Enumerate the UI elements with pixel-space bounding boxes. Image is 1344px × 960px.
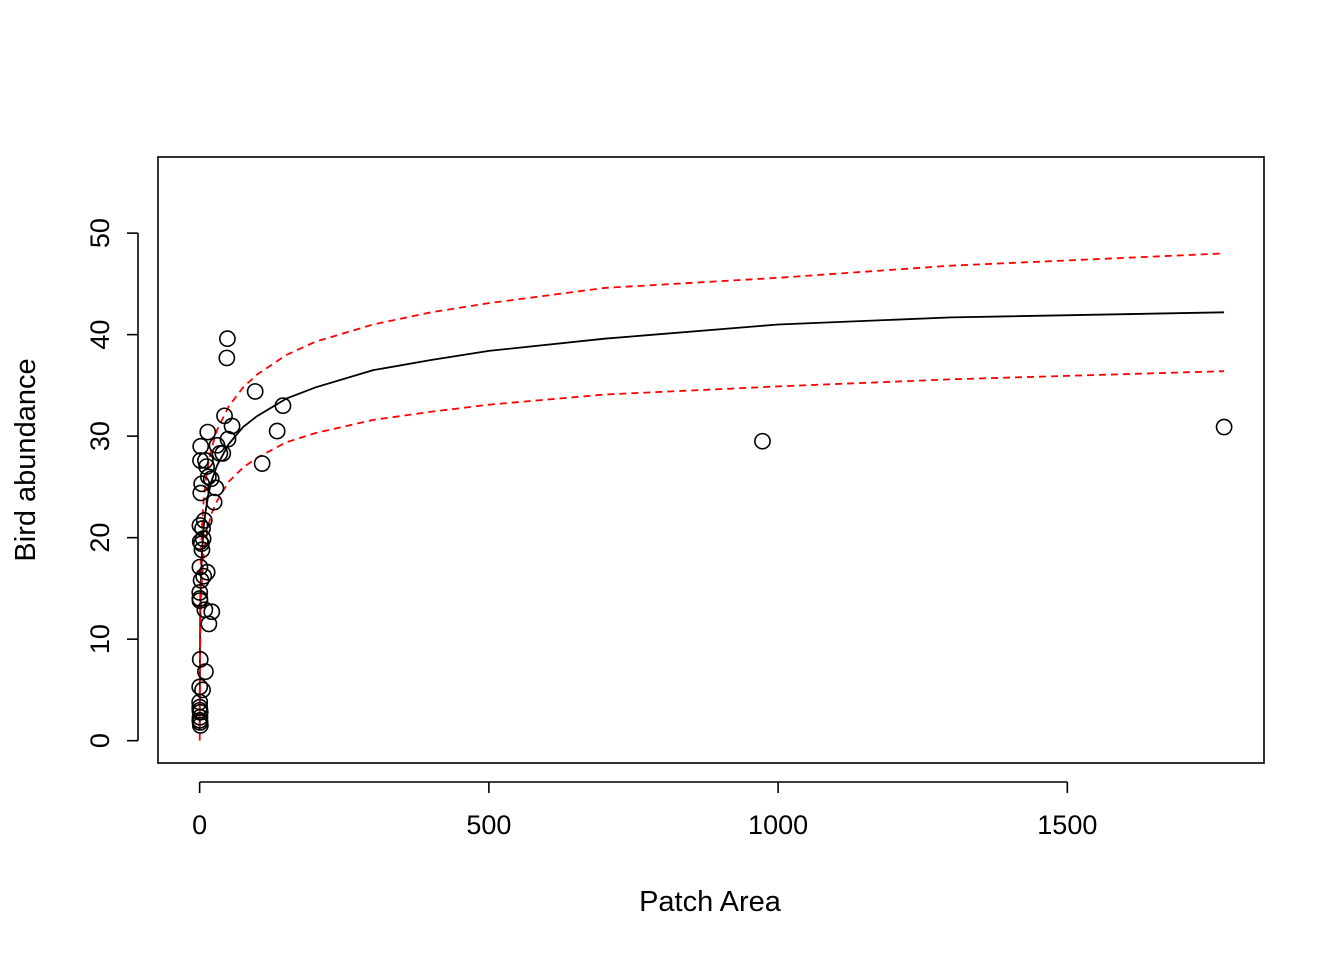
data-point (214, 444, 232, 462)
data-point (191, 584, 209, 601)
x-axis-label: Patch Area (639, 886, 782, 918)
x-axis: 0 500 1000 1500 (192, 781, 1097, 840)
x-tick-label: 1500 (1037, 810, 1097, 840)
ci-upper-line (198, 252, 1225, 721)
data-point (1215, 418, 1233, 436)
data-point (195, 512, 213, 529)
data-point (191, 717, 209, 734)
data-point (202, 470, 220, 488)
y-tick-label: 10 (85, 624, 115, 654)
data-point (203, 603, 221, 621)
y-tick-label: 50 (85, 218, 115, 248)
data-point (219, 330, 236, 348)
data-point (191, 517, 209, 534)
data-point (197, 663, 214, 681)
data-point (253, 455, 271, 472)
data-point (205, 493, 223, 511)
data-point (193, 541, 211, 559)
data-point (754, 432, 771, 450)
y-axis: 0 10 20 30 40 50 (85, 218, 139, 748)
data-point (198, 563, 216, 581)
y-tick-label: 0 (85, 733, 115, 748)
data-point (268, 422, 286, 440)
data-point (194, 530, 212, 548)
data-point (191, 592, 209, 609)
data-point (274, 397, 292, 415)
data-point (194, 520, 211, 537)
y-axis-label: Bird abundance (10, 358, 42, 561)
data-point (198, 458, 215, 475)
ci-lower-line (198, 370, 1225, 741)
data-point (192, 452, 209, 469)
data-point (223, 417, 241, 435)
data-point (218, 349, 236, 367)
data-point (195, 567, 213, 585)
data-point (192, 484, 210, 502)
data-point (191, 533, 209, 551)
data-point (200, 615, 218, 633)
plot-marks (191, 252, 1233, 741)
y-tick-label: 30 (85, 421, 115, 451)
y-tick-label: 40 (85, 320, 115, 350)
data-point (194, 681, 211, 699)
data-point (191, 703, 209, 721)
data-point (199, 423, 217, 441)
plot-frame (157, 156, 1265, 764)
x-tick-label: 500 (466, 810, 511, 840)
data-point (197, 452, 214, 469)
y-tick-label: 20 (85, 523, 115, 553)
x-tick-label: 0 (192, 810, 207, 840)
data-point (246, 383, 264, 400)
x-tick-label: 1000 (748, 810, 808, 840)
